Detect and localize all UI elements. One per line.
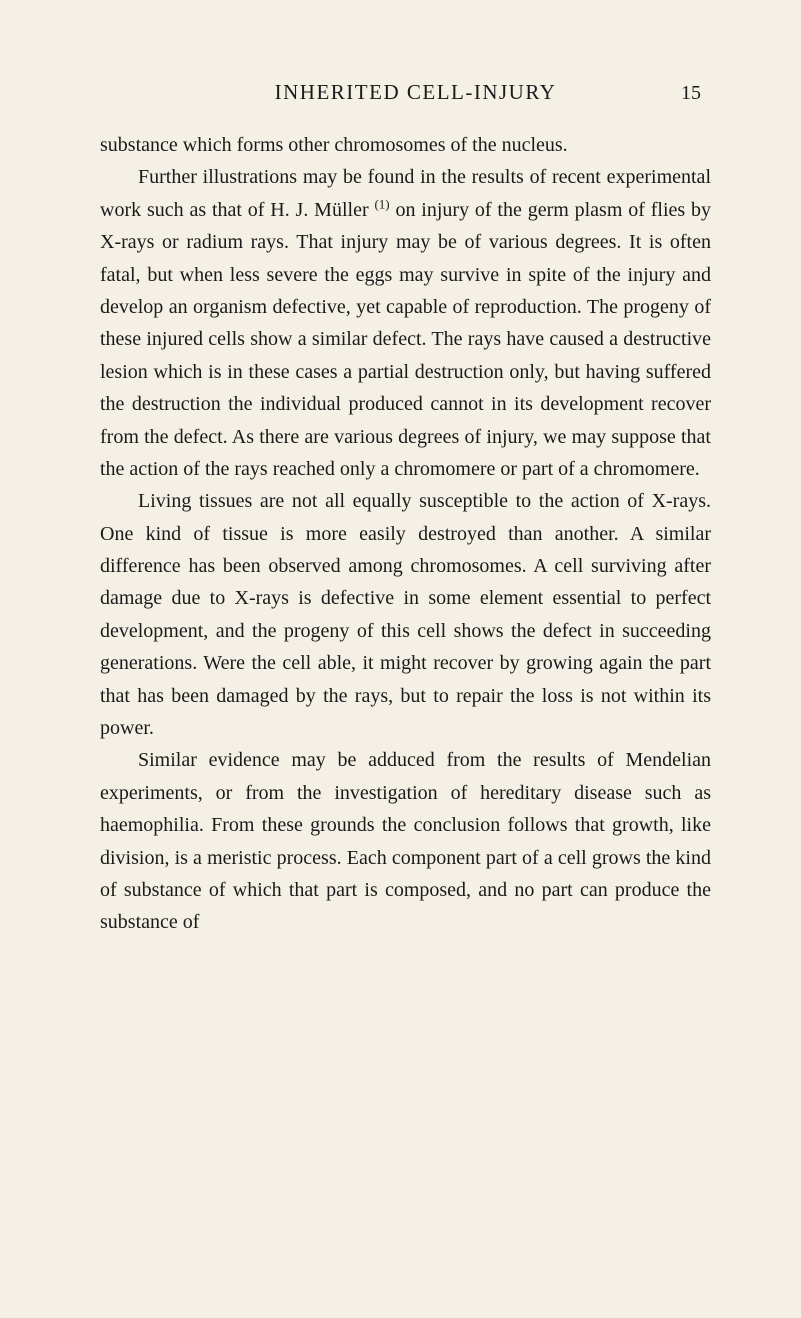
paragraph-2: Further illustrations may be found in th…: [100, 161, 711, 485]
paragraph-3: Living tissues are not all equally susce…: [100, 485, 711, 744]
page-number: 15: [681, 82, 701, 105]
footnote-ref: (1): [374, 196, 389, 211]
body-text: substance which forms other chromosomes …: [100, 129, 711, 939]
paragraph-2-part2: on injury of the germ plasm of flies by …: [100, 199, 711, 480]
page-title: INHERITED CELL-INJURY: [150, 80, 681, 105]
page-header: INHERITED CELL-INJURY 15: [100, 80, 711, 105]
paragraph-1: substance which forms other chromosomes …: [100, 129, 711, 161]
paragraph-4: Similar evidence may be adduced from the…: [100, 744, 711, 938]
